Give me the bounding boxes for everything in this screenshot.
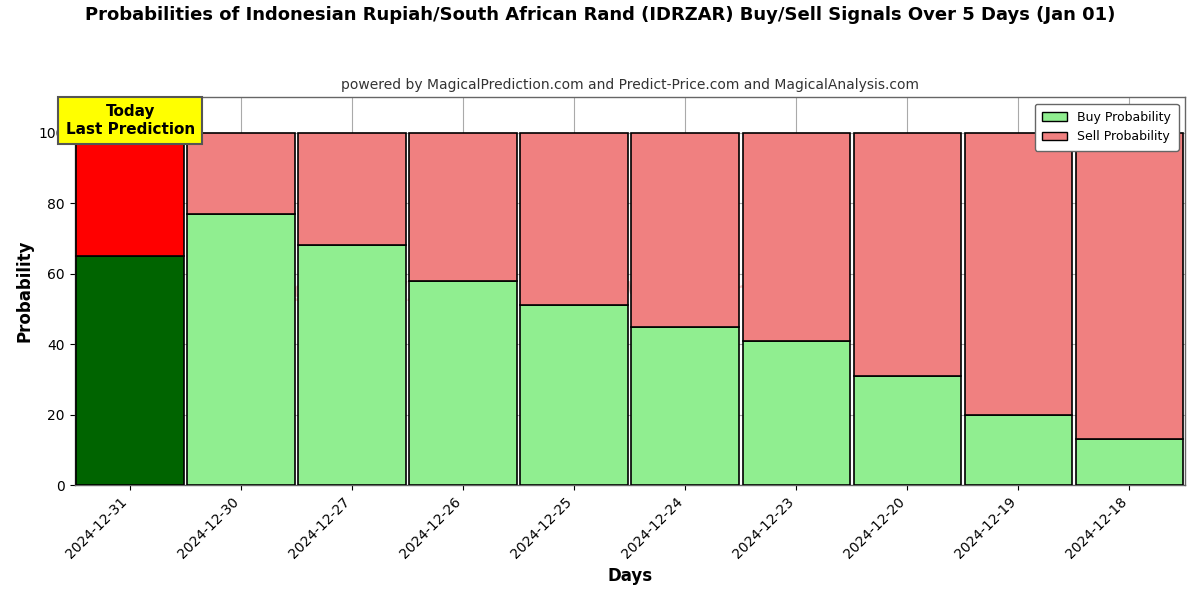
Bar (1075, 133, 1183, 439)
Bar (1075, 439, 1183, 485)
Bar (521, 133, 628, 305)
Bar (965, 133, 1073, 415)
Text: MagicalAnalysis.com: MagicalAnalysis.com (256, 281, 516, 301)
Bar (743, 341, 851, 485)
Bar (77, 256, 184, 485)
X-axis label: Days: Days (607, 567, 653, 585)
Bar (965, 415, 1073, 485)
Bar (409, 281, 517, 485)
Bar (521, 305, 628, 485)
Bar (631, 326, 739, 485)
Y-axis label: Probability: Probability (16, 240, 34, 343)
Bar (77, 133, 184, 256)
Legend: Buy Probability, Sell Probability: Buy Probability, Sell Probability (1034, 104, 1178, 151)
Text: Today
Last Prediction: Today Last Prediction (66, 104, 194, 137)
Bar (409, 133, 517, 281)
Bar (743, 133, 851, 341)
Bar (853, 133, 961, 376)
Bar (187, 214, 295, 485)
Bar (853, 376, 961, 485)
Bar (187, 133, 295, 214)
Text: MagicalPrediction.com: MagicalPrediction.com (620, 281, 905, 301)
Bar (631, 133, 739, 326)
Title: powered by MagicalPrediction.com and Predict-Price.com and MagicalAnalysis.com: powered by MagicalPrediction.com and Pre… (341, 78, 919, 92)
Bar (299, 245, 406, 485)
Bar (299, 133, 406, 245)
Text: Probabilities of Indonesian Rupiah/South African Rand (IDRZAR) Buy/Sell Signals : Probabilities of Indonesian Rupiah/South… (85, 6, 1115, 24)
